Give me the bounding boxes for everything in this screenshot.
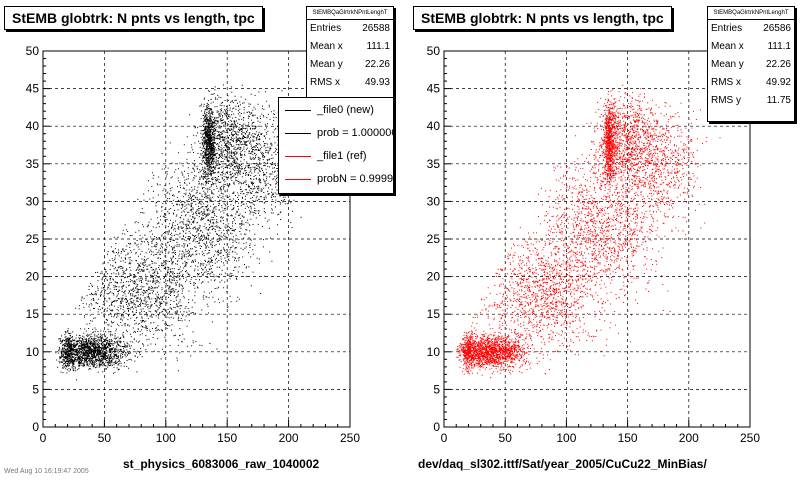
y-tick-label: 25 <box>427 232 441 246</box>
stats-row-rms-y: RMS y 11.75 <box>711 95 791 106</box>
footer-timestamp: Wed Aug 10 16:19:47 2005 <box>4 468 89 475</box>
y-tick-label: 30 <box>427 194 441 208</box>
legend-entry-file0: _file0 (new) <box>279 100 393 120</box>
y-tick-label: 20 <box>427 270 441 284</box>
stats-row-mean-x: Mean x 111.1 <box>711 41 791 52</box>
legend-entry-file1: _file1 (ref) <box>279 146 393 166</box>
legend-swatch <box>285 110 311 111</box>
stats-row-entries: Entries 26586 <box>711 23 791 34</box>
x-tick-label: 50 <box>98 431 112 445</box>
right-plot-title: StEMB globtrk: N pnts vs length, tpc <box>413 6 672 30</box>
y-tick-label: 5 <box>433 382 440 396</box>
y-tick-label: 0 <box>32 420 39 434</box>
stats-row-mean-y: Mean y 22.26 <box>310 59 390 70</box>
x-tick-label: 100 <box>556 431 576 445</box>
y-tick-label: 25 <box>26 232 40 246</box>
left-legend: _file0 (new) prob = 1.000000 _file1 (ref… <box>278 97 394 194</box>
left-plot-title: StEMB globtrk: N pnts vs length, tpc <box>4 6 263 30</box>
scatter-points <box>456 84 721 379</box>
x-tick-label: 150 <box>217 431 237 445</box>
left-x-axis-title: st_physics_6083006_raw_1040002 <box>123 457 320 471</box>
y-tick-label: 10 <box>26 345 40 359</box>
stats-row-rms-x: RMS x 49.93 <box>310 77 390 88</box>
x-tick-label: 100 <box>156 431 176 445</box>
y-tick-label: 45 <box>427 82 441 96</box>
y-tick-label: 40 <box>427 119 441 133</box>
stats-row-entries: Entries 26588 <box>310 23 390 34</box>
y-tick-label: 50 <box>427 44 441 58</box>
y-tick-label: 5 <box>32 382 39 396</box>
stats-row-rms-x: RMS x 49.92 <box>711 77 791 88</box>
legend-swatch <box>285 156 311 157</box>
y-tick-label: 10 <box>427 345 441 359</box>
stats-histogram-name: StEMBQaGlrtrkNPntLenghT <box>708 7 794 20</box>
x-tick-label: 250 <box>340 431 360 445</box>
y-tick-label: 15 <box>26 307 40 321</box>
x-tick-label: 50 <box>499 431 513 445</box>
x-tick-label: 0 <box>441 431 448 445</box>
y-tick-label: 40 <box>26 119 40 133</box>
right-stats-box: StEMBQaGlrtrkNPntLenghT Entries 26586 Mea… <box>707 6 795 122</box>
x-tick-label: 200 <box>679 431 699 445</box>
x-tick-label: 150 <box>618 431 638 445</box>
y-tick-label: 30 <box>26 194 40 208</box>
y-tick-label: 50 <box>26 44 40 58</box>
left-stats-box: StEMBQaGlrtrkNPntLenghT Entries 26588 Mea… <box>306 6 394 104</box>
y-tick-label: 0 <box>433 420 440 434</box>
y-tick-label: 20 <box>26 270 40 284</box>
y-tick-label: 45 <box>26 82 40 96</box>
x-tick-label: 250 <box>740 431 760 445</box>
x-tick-label: 0 <box>40 431 47 445</box>
legend-swatch <box>285 179 311 180</box>
scatter-points <box>55 84 317 381</box>
y-tick-label: 15 <box>427 307 441 321</box>
stats-row-mean-y: Mean y 22.26 <box>711 59 791 70</box>
right-x-axis-title: dev/daq_sl302.ittf/Sat/year_2005/CuCu22_… <box>418 457 707 471</box>
legend-swatch <box>285 133 311 134</box>
stats-histogram-name: StEMBQaGlrtrkNPntLenghT <box>307 7 393 20</box>
x-tick-label: 200 <box>279 431 299 445</box>
legend-entry-prob: prob = 1.000000 <box>279 123 393 143</box>
legend-entry-probn: probN = 0.999970 <box>279 169 393 189</box>
y-tick-label: 35 <box>26 157 40 171</box>
stats-row-mean-x: Mean x 111.1 <box>310 41 390 52</box>
y-tick-label: 35 <box>427 157 441 171</box>
